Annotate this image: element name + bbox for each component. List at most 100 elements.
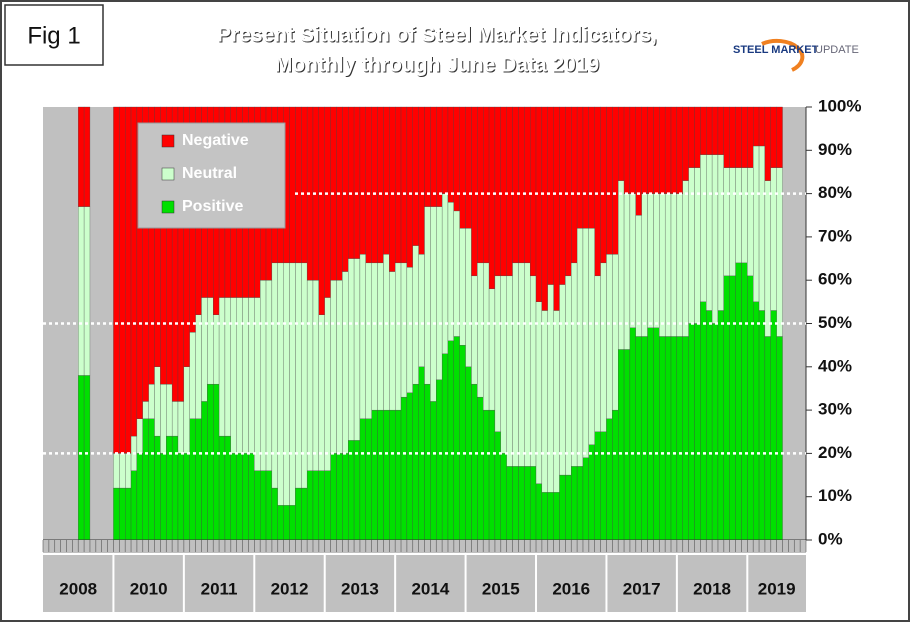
bar-segment — [119, 106, 126, 454]
bar-segment — [688, 167, 695, 324]
bar-segment — [676, 106, 683, 194]
bar-segment — [312, 470, 320, 541]
bar-segment — [471, 275, 478, 385]
bar-segment — [136, 418, 143, 454]
bar-segment — [483, 262, 490, 411]
y-tick-label: 70% — [818, 226, 852, 245]
bar-segment — [371, 262, 378, 411]
bar-segment — [436, 106, 443, 207]
bar-segment — [78, 106, 85, 207]
x-group-label: 2016 — [552, 579, 590, 598]
bar-segment — [218, 297, 226, 437]
bar-segment — [430, 106, 437, 207]
bar-segment — [758, 145, 766, 311]
bar-segment — [535, 301, 543, 484]
bar-segment — [600, 431, 607, 541]
bar-segment — [441, 193, 449, 354]
bar-segment — [201, 401, 208, 541]
bar-segment — [383, 106, 390, 255]
bar-segment — [289, 262, 296, 506]
bar-segment — [260, 280, 267, 471]
bar-segment — [553, 310, 560, 493]
bar-segment — [400, 396, 408, 541]
bar-segment — [412, 245, 419, 385]
bar-segment — [682, 106, 689, 181]
bar-segment — [606, 254, 613, 419]
bar-segment — [711, 106, 719, 155]
bar-segment — [130, 106, 138, 437]
bar-segment — [324, 106, 331, 298]
bar-segment — [559, 284, 566, 476]
bar-segment — [125, 453, 132, 489]
bar-segment — [166, 383, 173, 437]
bar-segment — [224, 435, 231, 541]
bar-segment — [653, 327, 660, 541]
bar-segment — [576, 466, 584, 541]
bar-segment — [477, 106, 484, 264]
bar-segment — [694, 167, 701, 324]
bar-segment — [664, 106, 672, 194]
bar-segment — [324, 470, 331, 541]
bar-segment — [471, 106, 478, 277]
bar-segment — [541, 492, 548, 541]
bar-segment — [271, 487, 278, 541]
x-group-label: 2019 — [758, 579, 796, 598]
bar-segment — [471, 383, 478, 541]
bar-segment — [348, 440, 355, 541]
bar-segment — [207, 297, 214, 385]
bar-segment — [477, 262, 484, 398]
legend-label: Positive — [182, 198, 243, 215]
bar-segment — [559, 106, 566, 285]
bar-segment — [389, 409, 396, 541]
bar-segment — [436, 206, 443, 380]
logo-text: UPDATE — [815, 44, 859, 56]
bar-segment — [700, 154, 707, 303]
bar-segment — [506, 466, 513, 541]
bar-segment — [729, 106, 736, 168]
bar-segment — [524, 106, 531, 264]
bar-segment — [571, 262, 578, 467]
bar-segment — [594, 275, 601, 432]
bar-segment — [400, 262, 408, 398]
bar-segment — [629, 106, 636, 194]
bar-segment — [758, 106, 766, 147]
bar-segment — [430, 401, 437, 541]
bar-segment — [218, 435, 226, 541]
bar-segment — [113, 106, 120, 454]
bar-segment — [412, 383, 419, 541]
bar-segment — [571, 106, 578, 264]
bar-segment — [283, 505, 290, 541]
bar-segment — [547, 284, 554, 493]
bar-segment — [301, 106, 308, 264]
bar-segment — [353, 440, 361, 541]
bar-segment — [177, 401, 185, 454]
bar-segment — [529, 466, 537, 541]
bar-segment — [148, 418, 155, 541]
bar-segment — [395, 262, 402, 411]
bar-segment — [512, 106, 519, 264]
bar-segment — [582, 457, 589, 541]
bar-segment — [295, 487, 302, 541]
bar-segment — [676, 193, 683, 337]
y-tick-label: 30% — [818, 400, 852, 419]
bar-segment — [383, 254, 390, 411]
bar-segment — [83, 206, 91, 376]
bar-segment — [576, 228, 584, 467]
bar-segment — [483, 106, 490, 264]
bar-segment — [588, 106, 595, 229]
bar-segment — [753, 145, 760, 303]
bar-segment — [406, 392, 413, 541]
bar-segment — [359, 418, 366, 541]
bar-segment — [348, 258, 355, 441]
bar-segment — [700, 301, 707, 541]
bar-segment — [706, 154, 713, 311]
legend-swatch — [161, 134, 175, 148]
bar-segment — [395, 106, 402, 264]
bar-segment — [635, 215, 642, 337]
bar-segment — [189, 332, 196, 419]
bar-segment — [706, 310, 713, 541]
bar-segment — [447, 340, 454, 541]
bar-segment — [694, 323, 701, 541]
bar-segment — [623, 193, 631, 350]
bar-segment — [142, 418, 149, 541]
